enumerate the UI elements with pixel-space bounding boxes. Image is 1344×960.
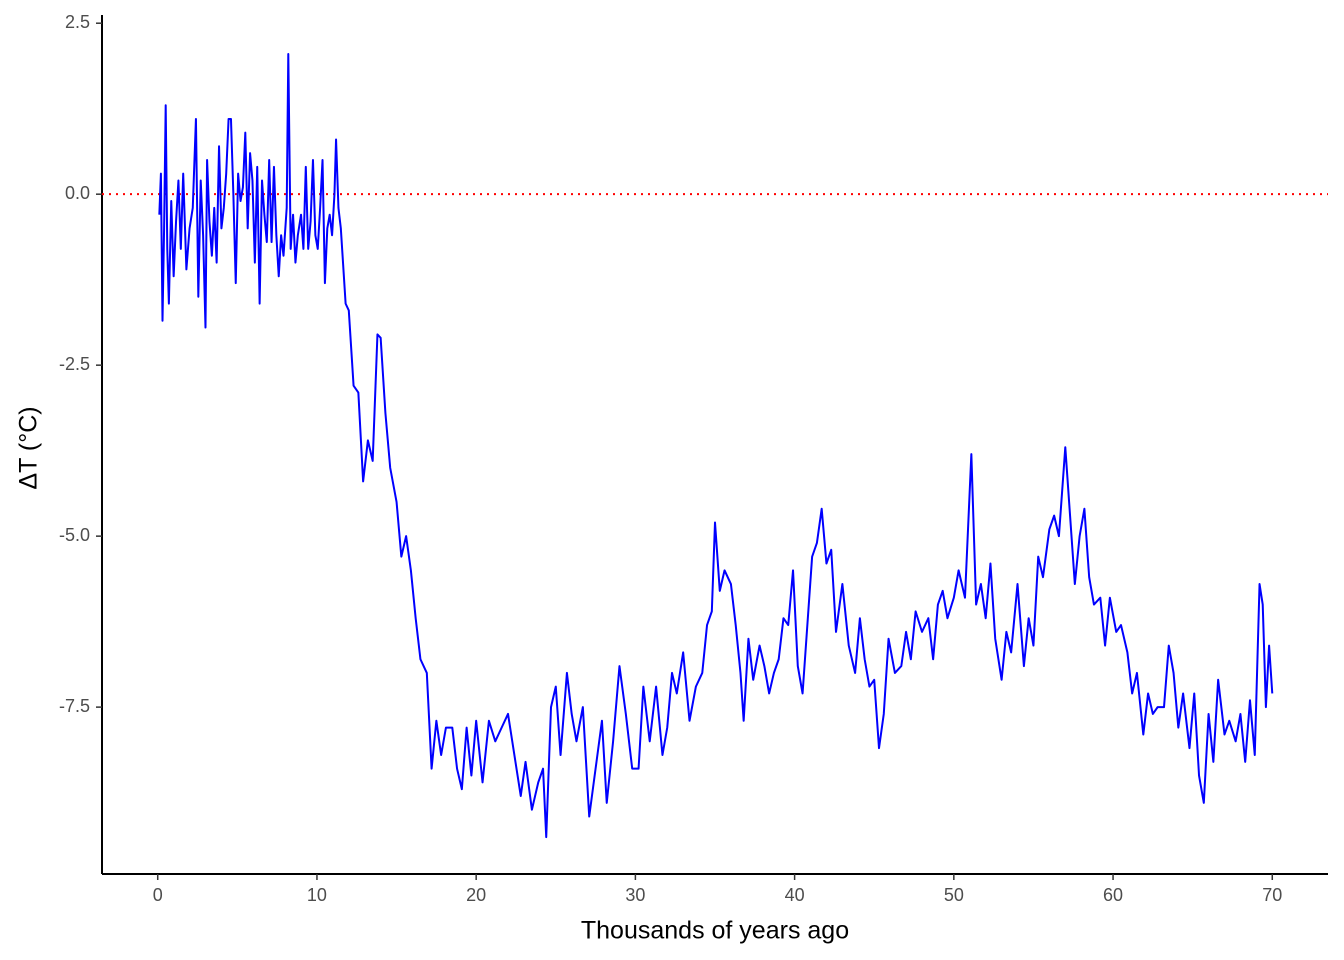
y-tick-label: -5.0 bbox=[59, 525, 90, 545]
x-axis-title: Thousands of years ago bbox=[581, 917, 849, 945]
x-tick-label: 70 bbox=[1262, 885, 1282, 905]
y-tick-label: -2.5 bbox=[59, 354, 90, 374]
y-tick-label: 0.0 bbox=[65, 183, 90, 203]
x-tick-label: 40 bbox=[785, 885, 805, 905]
x-tick-label: 20 bbox=[466, 885, 486, 905]
x-tick-label: 0 bbox=[153, 885, 163, 905]
x-tick-label: 10 bbox=[307, 885, 327, 905]
x-tick-label: 30 bbox=[625, 885, 645, 905]
y-axis-title: ΔT (°C) bbox=[15, 406, 43, 489]
x-tick-label: 60 bbox=[1103, 885, 1123, 905]
y-tick-label: -7.5 bbox=[59, 696, 90, 716]
data-line bbox=[158, 52, 1274, 839]
x-tick-label: 50 bbox=[944, 885, 964, 905]
y-tick-label: 2.5 bbox=[65, 12, 90, 32]
